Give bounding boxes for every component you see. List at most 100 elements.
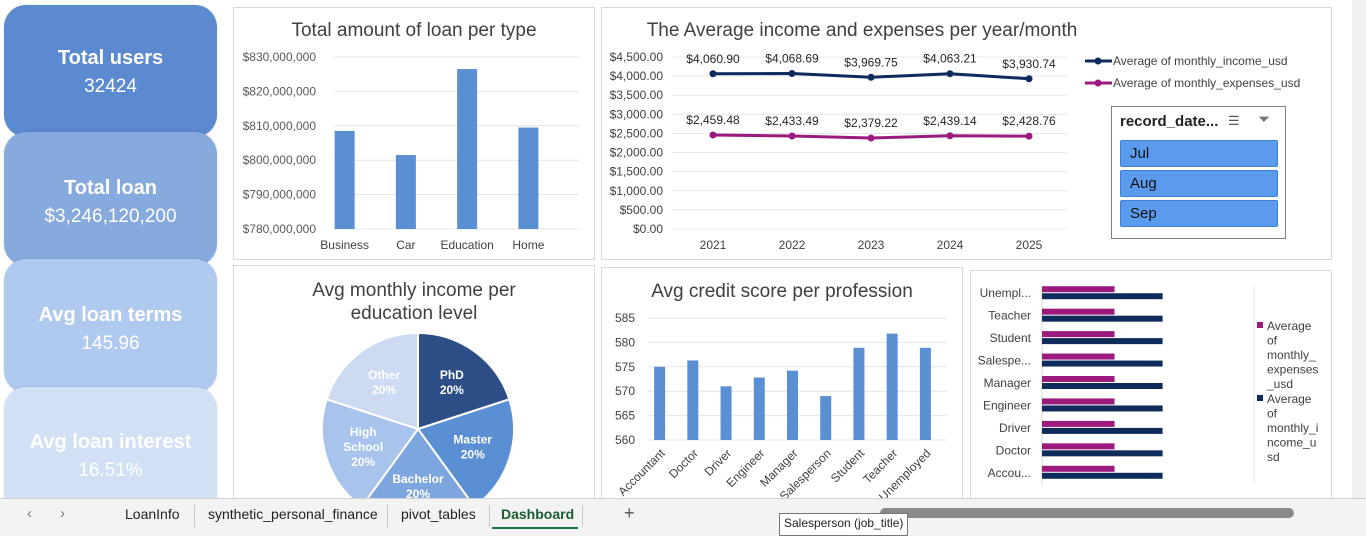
chart-tooltip: Salesperson (job_title): [779, 513, 908, 536]
y-tick-label: Driver: [999, 421, 1031, 435]
horizontal-scrollbar-thumb[interactable]: [880, 508, 1294, 518]
y-tick-label: $800,000,000: [243, 153, 317, 167]
legend-label: Average: [1267, 392, 1312, 406]
data-point: [867, 73, 875, 81]
data-point: [709, 131, 717, 139]
y-tick-label: $500.00: [620, 203, 664, 217]
bar: [919, 347, 931, 440]
kpi-total-users: Total users 32424: [4, 5, 217, 137]
income-per-education-plot: PhD20%Master20%Bachelor20%HighSchool20%O…: [321, 331, 515, 498]
tab-loaninfo[interactable]: LoanInfo: [125, 506, 180, 522]
legend-label: ncome_u: [1267, 436, 1316, 450]
add-sheet-button[interactable]: +: [624, 503, 635, 523]
y-tick-label: 560: [615, 433, 635, 447]
data-point: [788, 132, 796, 140]
legend-label: Average of monthly_income_usd: [1113, 54, 1288, 68]
slice-label: PhD: [440, 368, 464, 382]
next-sheet-icon[interactable]: ›: [60, 505, 65, 522]
prev-sheet-icon[interactable]: ‹: [27, 505, 32, 522]
legend-label: monthly_: [1267, 348, 1316, 362]
tab-pivot-tables[interactable]: pivot_tables: [401, 506, 476, 522]
data-point: [867, 134, 875, 142]
slice-label: School: [343, 440, 383, 454]
x-tick-label: Doctor: [666, 446, 701, 481]
chart-title: The Average income and expenses per year…: [646, 20, 1078, 41]
y-tick-label: Teacher: [988, 309, 1031, 323]
x-tick-label: 2024: [937, 238, 964, 252]
chart-title-line2: education level: [350, 303, 478, 324]
kpi-value: 16.51%: [78, 460, 143, 481]
x-tick-label: Student: [828, 446, 868, 486]
x-tick-label: Education: [440, 238, 493, 252]
legend-marker: [1257, 322, 1263, 328]
loan-per-type-plot: $830,000,000 $820,000,000 $810,000,000 $800…: [243, 50, 579, 252]
tab-dashboard[interactable]: Dashboard: [501, 506, 575, 522]
chart-title-line1: Avg monthly income per: [312, 280, 516, 301]
vertical-scrollbar[interactable]: [1352, 0, 1366, 498]
y-tick-label: $780,000,000: [243, 222, 317, 236]
legend-label: _usd: [1266, 377, 1293, 391]
kpi-avg-loan-interest: Avg loan interest 16.51%: [4, 387, 217, 498]
y-tick-label: $820,000,000: [243, 84, 317, 98]
record-date-slicer[interactable]: record_date... ☰ ⏷ Jul Aug Sep: [1111, 106, 1286, 239]
data-label: $2,459.48: [686, 113, 740, 127]
credit-score-chart[interactable]: Avg credit score per profession 585 580 57…: [601, 267, 963, 498]
y-tick-label: Manager: [984, 376, 1031, 390]
y-tick-label: $830,000,000: [243, 50, 317, 64]
kpi-value: 145.96: [81, 333, 140, 354]
kpi-title: Total users: [57, 47, 164, 69]
legend-marker: [1257, 395, 1263, 401]
data-point: [709, 70, 717, 78]
y-tick-label: $2,500.00: [610, 126, 664, 140]
pie-slice: [366, 427, 470, 498]
slicer-item-sep[interactable]: Sep: [1120, 200, 1278, 227]
y-tick-label: $2,000.00: [610, 146, 664, 160]
slicer-title: record_date...: [1120, 113, 1219, 130]
y-tick-label: $3,000.00: [610, 107, 664, 121]
bar: [787, 370, 798, 440]
clear-filter-icon[interactable]: ⏷: [1258, 111, 1271, 128]
kpi-value: $3,246,120,200: [44, 206, 177, 227]
multi-select-icon[interactable]: ☰: [1228, 113, 1240, 128]
data-point: [946, 132, 954, 140]
chart-title: Avg credit score per profession: [651, 281, 913, 302]
data-label: $3,969.75: [844, 55, 898, 69]
kpi-title: Avg loan interest: [29, 431, 192, 453]
bar-income: [1042, 383, 1163, 389]
slicer-item-aug[interactable]: Aug: [1120, 170, 1278, 197]
y-tick-label: $4,000.00: [610, 69, 664, 83]
legend-label: of: [1267, 334, 1278, 348]
slice-label: 20%: [440, 383, 464, 397]
slicer-item-jul[interactable]: Jul: [1120, 140, 1278, 167]
bar-income: [1042, 427, 1163, 434]
y-tick-label: $810,000,000: [243, 119, 317, 133]
data-label: $2,379.22: [844, 116, 898, 130]
data-label: $4,068.69: [765, 51, 819, 65]
tab-synthetic-personal-finance[interactable]: synthetic_personal_finance: [208, 506, 378, 522]
bar-expenses: [1042, 465, 1115, 472]
tab-separator: [387, 505, 388, 527]
loan-per-type-chart[interactable]: Total amount of loan per type $830,000,0…: [233, 7, 595, 260]
income-expenses-per-profession-plot: Accou... Doctor Driver Engineer Manager Sales…: [978, 286, 1318, 486]
data-point: [946, 70, 954, 78]
data-label: $2,439.14: [923, 114, 977, 128]
kpi-avg-loan-terms: Avg loan terms 145.96: [4, 259, 217, 393]
bar: [720, 386, 732, 440]
bar-expenses: [1042, 331, 1115, 338]
income-per-education-chart[interactable]: Avg monthly income per education level P…: [233, 265, 595, 498]
bar: [518, 127, 539, 229]
data-point: [788, 69, 796, 77]
bar: [334, 130, 355, 229]
y-tick-label: $1,500.00: [610, 165, 664, 179]
bar: [886, 333, 898, 440]
income-expenses-plot: $4,500.00 $4,000.00 $3,500.00 $3,000.00 $2,5…: [610, 50, 1301, 252]
bar: [820, 396, 832, 440]
y-tick-label: Engineer: [983, 398, 1031, 412]
y-tick-label: 565: [615, 409, 635, 423]
income-expenses-per-profession-chart[interactable]: Accou... Doctor Driver Engineer Manager Sales…: [970, 270, 1332, 498]
bar-expenses: [1042, 398, 1115, 405]
legend-label: monthly_i: [1267, 421, 1318, 435]
y-tick-label: Doctor: [996, 443, 1031, 457]
y-tick-label: 575: [615, 360, 635, 374]
